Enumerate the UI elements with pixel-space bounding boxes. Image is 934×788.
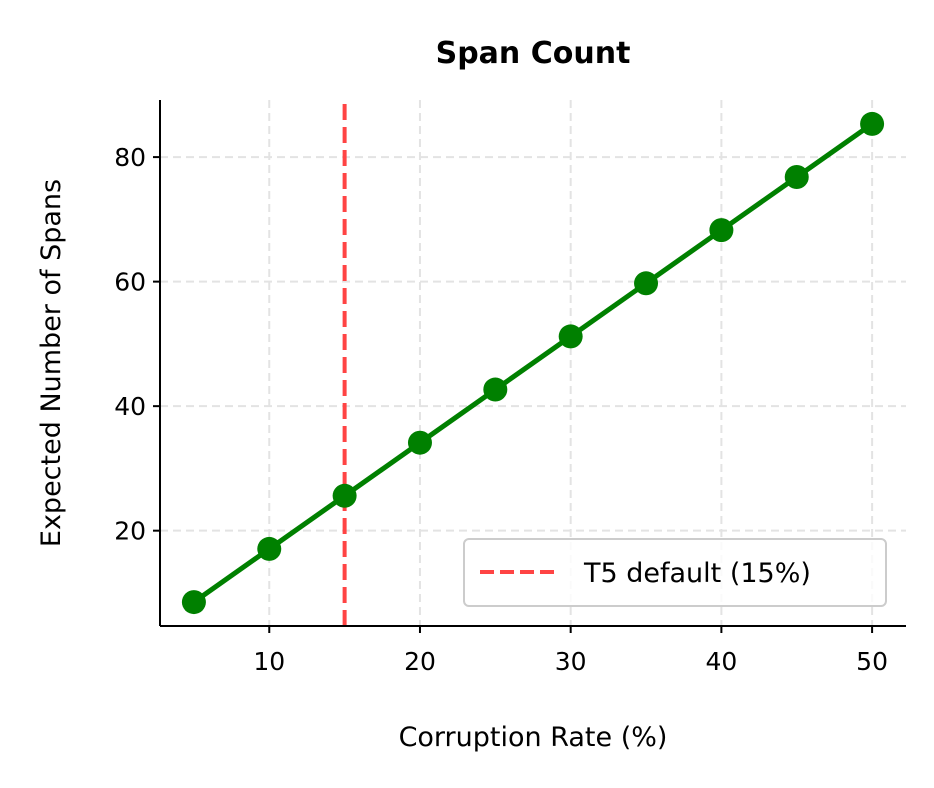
x-tick-label: 10 bbox=[253, 647, 285, 676]
x-tick-label: 20 bbox=[404, 647, 436, 676]
legend-box bbox=[463, 538, 887, 607]
data-point bbox=[634, 271, 659, 296]
ticks: 10 20 30 40 50 20 40 60 80 bbox=[114, 143, 888, 676]
y-tick-label: 40 bbox=[114, 392, 146, 421]
y-tick-label: 20 bbox=[114, 517, 146, 546]
data-point bbox=[332, 483, 357, 508]
data-point bbox=[709, 218, 734, 243]
axes bbox=[159, 100, 906, 627]
x-axis-label: Corruption Rate (%) bbox=[399, 722, 668, 753]
x-tick-label: 30 bbox=[555, 647, 587, 676]
data-point bbox=[181, 590, 206, 615]
x-tick-label: 50 bbox=[856, 647, 888, 676]
data-point bbox=[860, 111, 885, 136]
grid bbox=[160, 100, 906, 626]
data-point bbox=[784, 165, 809, 190]
legend-label: T5 default (15%) bbox=[583, 558, 811, 589]
x-tick-label: 40 bbox=[705, 647, 737, 676]
series-line bbox=[192, 121, 874, 605]
chart-title: Span Count bbox=[436, 36, 631, 71]
data-point bbox=[483, 377, 508, 402]
y-tick-label: 80 bbox=[114, 143, 146, 172]
data-point bbox=[558, 324, 583, 349]
legend: T5 default (15%) bbox=[463, 538, 887, 607]
data-point bbox=[257, 536, 282, 561]
y-axis-label: Expected Number of Spans bbox=[36, 179, 67, 547]
y-tick-label: 60 bbox=[114, 268, 146, 297]
series-group bbox=[181, 111, 885, 615]
data-point bbox=[407, 430, 432, 455]
